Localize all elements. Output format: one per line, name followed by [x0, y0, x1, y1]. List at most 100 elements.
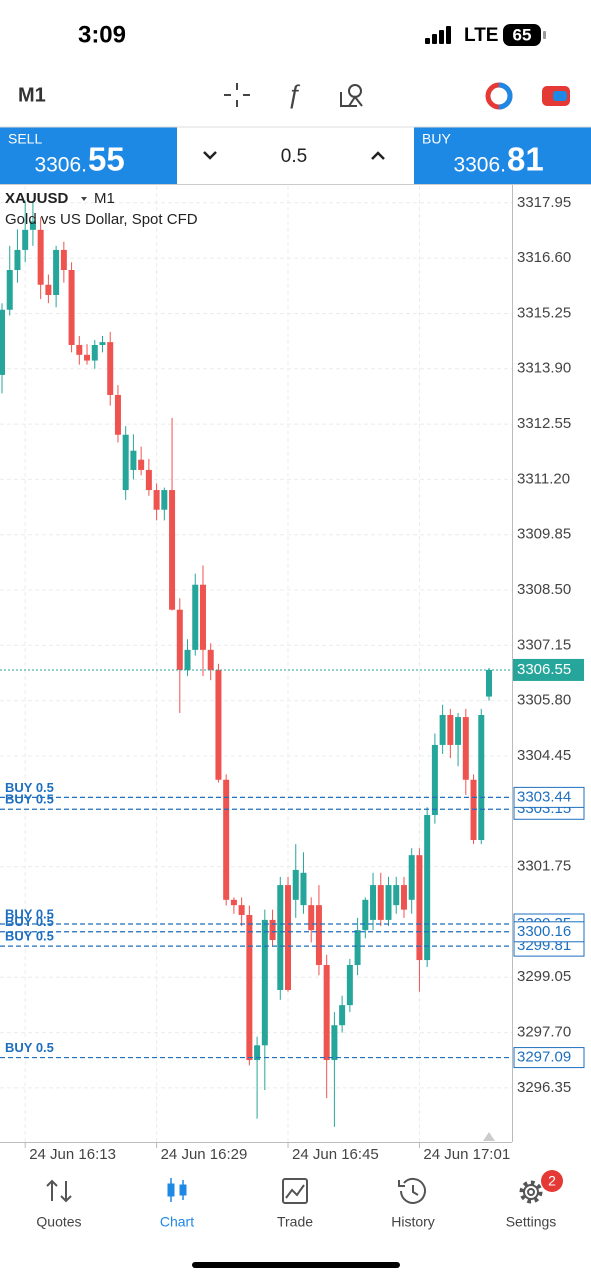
candle-body	[76, 344, 83, 355]
scroll-marker	[483, 1132, 495, 1141]
y-tick-label: 3307.15	[517, 636, 571, 653]
candle-body	[153, 490, 160, 510]
network-type: LTE	[464, 25, 498, 46]
candle-body	[246, 914, 253, 1061]
candle-body	[0, 309, 5, 375]
candle-body	[470, 779, 477, 840]
order-price-box	[513, 1047, 585, 1069]
candle-body	[223, 779, 230, 900]
tab-label[interactable]: Chart	[160, 1214, 194, 1230]
candle-body	[37, 229, 44, 285]
candle-body	[53, 249, 60, 295]
candle-body	[261, 919, 268, 1046]
candle-body	[84, 354, 91, 361]
tab-label[interactable]: Settings	[506, 1214, 557, 1230]
candle-body	[14, 249, 21, 271]
candle-body	[207, 649, 214, 670]
candle-body	[176, 609, 183, 670]
settings-icon	[519, 1180, 543, 1204]
battery-tip	[543, 31, 546, 39]
current-price-box	[513, 658, 584, 681]
candle-body	[424, 815, 431, 961]
candle-body	[169, 490, 176, 610]
candle-body	[431, 744, 438, 816]
tab-label[interactable]: Trade	[277, 1214, 313, 1230]
candle-body	[346, 964, 353, 1006]
order-label: BUY 0.5	[5, 1040, 54, 1055]
settings-badge-count: 2	[548, 1173, 556, 1189]
candle-body	[277, 885, 284, 990]
candle-body	[122, 434, 129, 491]
one-click-button[interactable]	[485, 82, 513, 110]
candle-body	[447, 715, 454, 745]
candle-body	[145, 469, 152, 491]
order-label: BUY 0.5	[5, 780, 54, 795]
candle-body	[68, 270, 75, 345]
candle-body	[199, 584, 206, 650]
candle-body	[354, 930, 361, 965]
sell-price-main: 3306.	[34, 154, 87, 177]
candle-body	[184, 649, 191, 670]
order-price-box	[513, 786, 585, 808]
candle-body	[377, 885, 384, 920]
candle-body	[486, 669, 492, 697]
candle-body	[45, 284, 52, 295]
candle-body	[478, 715, 485, 840]
tab-bar: 2 Quotes Chart Trade History Settings	[36, 1170, 563, 1230]
candle-body	[292, 869, 299, 900]
order-price-label: 3300.16	[517, 923, 571, 940]
battery-level: 65	[513, 25, 532, 44]
y-tick-label: 3312.55	[517, 415, 571, 432]
objects-button[interactable]	[340, 84, 363, 107]
candle-body	[393, 885, 400, 906]
timeframe-button[interactable]: M1	[18, 84, 46, 106]
chart-icon	[167, 1178, 187, 1202]
order-price-label: 3297.09	[517, 1049, 571, 1066]
candle-body	[331, 1025, 338, 1061]
candle-body	[6, 270, 13, 310]
candle-body	[91, 344, 98, 361]
tab-label[interactable]: Quotes	[36, 1214, 81, 1230]
candle-body	[285, 885, 292, 990]
volume-up-button[interactable]	[371, 151, 385, 160]
volume-down-button[interactable]	[203, 151, 217, 160]
candle-body	[323, 964, 330, 1061]
candle-body	[230, 899, 237, 906]
candle-body	[455, 717, 462, 745]
crosshair-button[interactable]	[224, 83, 250, 107]
symbol-name[interactable]: XAUUSD	[5, 190, 69, 207]
trade-toggle-button[interactable]	[542, 86, 570, 106]
candle-body	[339, 1005, 346, 1026]
y-tick-label: 3316.60	[517, 249, 571, 266]
symbol-description: Gold vs US Dollar, Spot CFD	[5, 211, 198, 228]
candle-body	[308, 905, 315, 931]
y-tick-label: 3301.75	[517, 858, 571, 875]
battery	[503, 24, 541, 46]
order-price-label: 3303.44	[517, 788, 571, 805]
current-price-label: 3306.55	[517, 661, 571, 678]
tab-label[interactable]: History	[391, 1214, 435, 1230]
candle-body	[107, 342, 114, 395]
buy-button[interactable]	[414, 127, 591, 184]
candle-body	[29, 221, 36, 230]
volume-value[interactable]: 0.5	[281, 146, 307, 167]
y-tick-label: 3297.70	[517, 1024, 571, 1041]
y-tick-label: 3317.95	[517, 194, 571, 211]
y-tick-label: 3309.85	[517, 526, 571, 543]
trade-icon	[282, 1178, 308, 1204]
candle-body	[385, 885, 392, 920]
y-tick-label: 3304.45	[517, 747, 571, 764]
symbol-dropdown	[81, 197, 87, 201]
sell-label: SELL	[8, 131, 42, 147]
candle-body	[138, 459, 145, 470]
buy-price-main: 3306.	[453, 154, 506, 177]
candle-body	[400, 885, 407, 910]
candle-body	[238, 905, 245, 915]
candle-body	[192, 584, 199, 650]
candle-body	[130, 450, 137, 470]
indicators-button[interactable]: ƒ	[287, 79, 301, 109]
sell-button[interactable]	[0, 127, 177, 184]
y-tick-label: 3296.35	[517, 1079, 571, 1096]
y-tick-label: 3311.20	[517, 470, 570, 487]
